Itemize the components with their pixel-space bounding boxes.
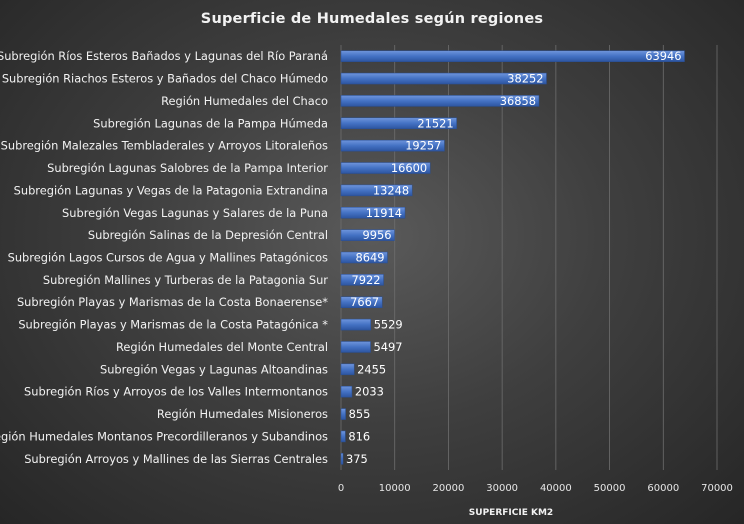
category-label: Región Humedales del Monte Central bbox=[116, 340, 328, 354]
x-tick-label: 60000 bbox=[647, 483, 679, 494]
category-label: Subregión Ríos y Arroyos de los Valles I… bbox=[24, 385, 328, 399]
chart-title: Superficie de Humedales según regiones bbox=[201, 11, 543, 27]
bar bbox=[340, 95, 540, 107]
category-label: Subregión Malezales Tembladerales y Arro… bbox=[1, 139, 328, 153]
data-label: 8649 bbox=[355, 251, 384, 265]
x-axis-label: SUPERFICIE KM2 bbox=[469, 508, 553, 518]
grid-lines bbox=[340, 45, 718, 470]
data-label: 13248 bbox=[373, 183, 409, 197]
category-label: Región Humedales Misioneros bbox=[157, 407, 328, 421]
category-label: Subregión Lagunas y Vegas de la Patagoni… bbox=[14, 183, 328, 197]
category-label: Subregión Vegas Lagunas y Salares de la … bbox=[62, 206, 328, 220]
x-tick-label: 20000 bbox=[433, 483, 465, 494]
bar bbox=[340, 207, 406, 219]
data-label: 21521 bbox=[417, 116, 453, 130]
data-label: 5529 bbox=[374, 318, 403, 332]
bar bbox=[340, 341, 371, 353]
bars: 63946 38252 36858 21521 19257 16600 13248 11914… bbox=[340, 49, 685, 466]
category-label: Subregión Lagunas Salobres de la Pampa I… bbox=[47, 161, 328, 175]
data-label: 2033 bbox=[355, 385, 384, 399]
bar bbox=[340, 139, 445, 152]
bar bbox=[340, 117, 457, 130]
x-tick-label: 0 bbox=[338, 483, 344, 494]
bar bbox=[340, 453, 344, 465]
bar bbox=[340, 385, 353, 398]
category-label: Subregión Playas y Marismas de la Costa … bbox=[18, 318, 328, 332]
bar bbox=[340, 363, 355, 376]
data-label: 7667 bbox=[350, 295, 379, 309]
category-label: Subregión Ríos Esteros Bañados y Lagunas… bbox=[0, 49, 328, 63]
category-label: Subregión Riachos Esteros y Bañados del … bbox=[2, 72, 328, 86]
category-label: Subregión Vegas y Lagunas Altoandinas bbox=[100, 362, 328, 376]
category-label: Subregión Salinas de la Depresión Centra… bbox=[88, 228, 328, 242]
x-tick-label: 50000 bbox=[594, 483, 626, 494]
category-label: Región Humedales Montanos Precordilleran… bbox=[0, 429, 328, 443]
data-label: 816 bbox=[348, 429, 370, 443]
x-tick-label: 40000 bbox=[540, 483, 572, 494]
data-label: 2455 bbox=[357, 362, 386, 376]
x-tick-label: 70000 bbox=[701, 483, 733, 494]
data-label: 375 bbox=[346, 452, 368, 466]
bar bbox=[340, 184, 413, 197]
category-labels: Subregión Ríos Esteros Bañados y Lagunas… bbox=[0, 49, 328, 466]
category-label: Subregión Arroyos y Mallines de las Sier… bbox=[24, 452, 328, 466]
bar bbox=[340, 274, 384, 286]
data-label: 36858 bbox=[500, 94, 536, 108]
bar bbox=[340, 408, 346, 420]
x-tick-label: 10000 bbox=[379, 483, 411, 494]
bar bbox=[340, 430, 346, 443]
category-label: Subregión Playas y Marismas de la Costa … bbox=[17, 295, 328, 309]
data-label: 19257 bbox=[405, 139, 441, 153]
data-label: 16600 bbox=[391, 161, 427, 175]
category-label: Región Humedales del Chaco bbox=[161, 94, 328, 108]
bar bbox=[340, 318, 371, 331]
data-label: 38252 bbox=[507, 72, 543, 86]
bar bbox=[340, 72, 547, 85]
bar bbox=[340, 251, 388, 264]
category-label: Subregión Mallines y Turberas de la Pata… bbox=[43, 273, 328, 287]
category-label: Subregión Lagunas de la Pampa Húmeda bbox=[93, 116, 328, 130]
data-label: 7922 bbox=[352, 273, 381, 287]
bar bbox=[340, 296, 383, 308]
data-label: 11914 bbox=[366, 206, 402, 220]
bar bbox=[340, 162, 431, 174]
data-label: 855 bbox=[349, 407, 371, 421]
bar bbox=[340, 229, 395, 241]
x-axis-ticks: 0 10000 20000 30000 40000 50000 60000 70000 bbox=[338, 483, 733, 494]
data-label: 5497 bbox=[374, 340, 403, 354]
data-label: 9956 bbox=[362, 228, 391, 242]
bar bbox=[340, 50, 685, 62]
data-label: 63946 bbox=[645, 49, 681, 63]
x-tick-label: 30000 bbox=[486, 483, 518, 494]
category-label: Subregión Lagos Cursos de Agua y Malline… bbox=[8, 251, 328, 265]
